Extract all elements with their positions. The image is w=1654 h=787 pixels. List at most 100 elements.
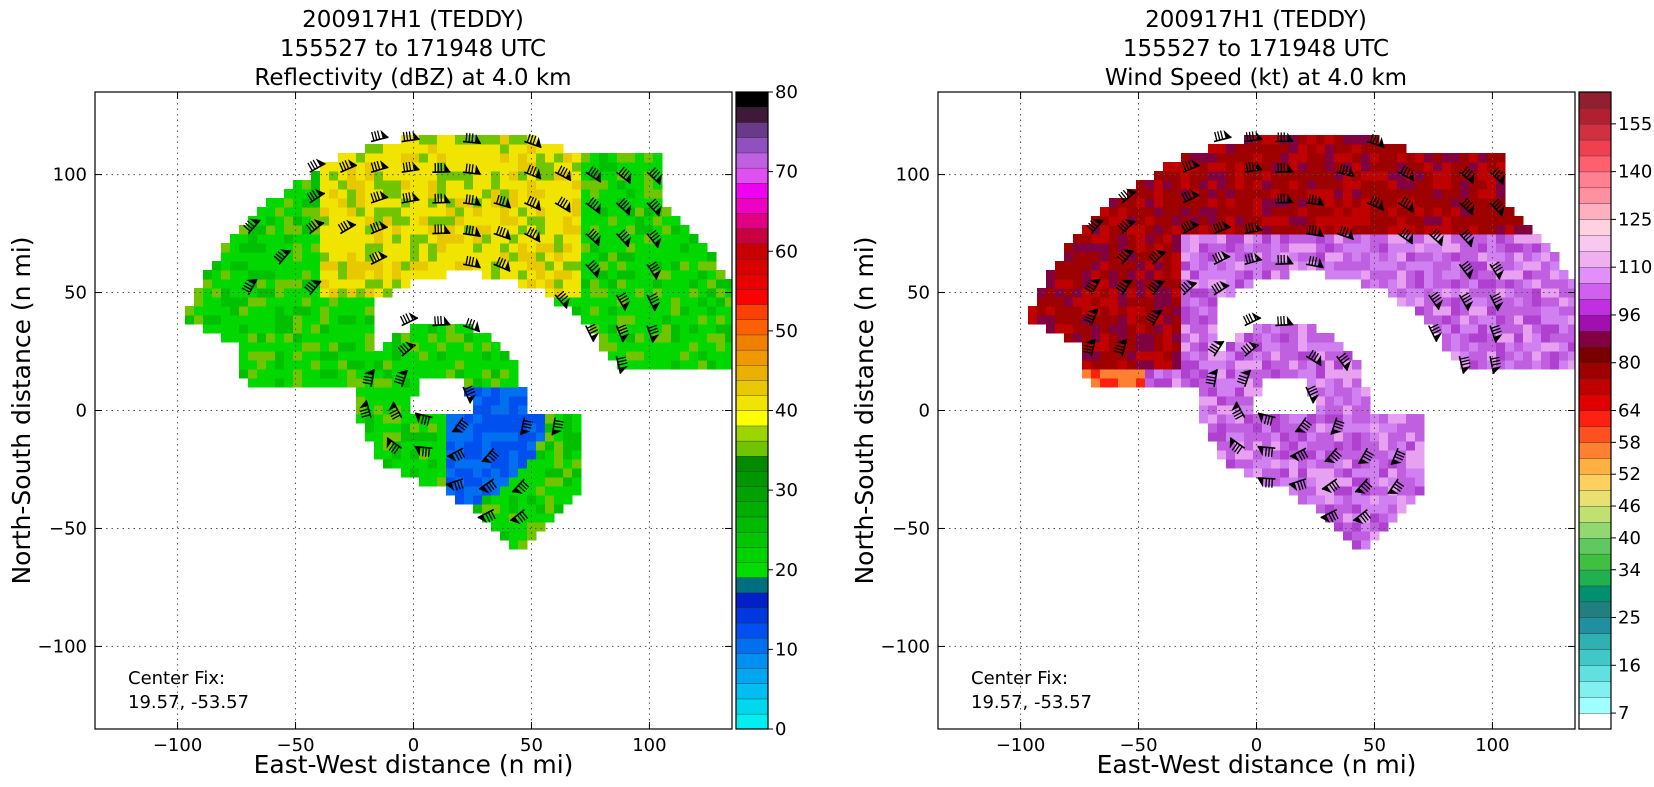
radar-cell	[1271, 423, 1281, 433]
radar-cell	[1397, 441, 1407, 451]
radar-cell	[1244, 450, 1254, 460]
radar-cell	[563, 432, 573, 442]
radar-cell	[266, 369, 276, 379]
radar-cell	[464, 153, 474, 163]
radar-cell	[392, 189, 402, 199]
radar-cell	[518, 144, 528, 154]
radar-cell	[446, 243, 456, 253]
radar-cell	[635, 198, 645, 208]
radar-cell	[1451, 279, 1461, 289]
colorbar-bin	[735, 577, 769, 593]
radar-cell	[374, 387, 384, 397]
radar-cell	[473, 441, 483, 451]
radar-cell	[482, 387, 492, 397]
radar-cell	[1442, 207, 1452, 217]
radar-cell	[563, 459, 573, 469]
radar-cell	[302, 342, 312, 352]
radar-cell	[1145, 180, 1155, 190]
radar-cell	[1316, 387, 1326, 397]
radar-cell	[1325, 198, 1335, 208]
radar-cell	[563, 288, 573, 298]
radar-cell	[392, 414, 402, 424]
radar-cell	[617, 288, 627, 298]
colorbar-bin	[735, 137, 769, 154]
radar-cell	[230, 333, 240, 343]
radar-cell	[1334, 504, 1344, 514]
radar-cell	[464, 333, 474, 343]
radar-cell	[1172, 279, 1182, 289]
wind-barb	[493, 256, 511, 272]
radar-cell	[401, 414, 411, 424]
radar-cell	[1361, 522, 1371, 532]
radar-cell	[527, 234, 537, 244]
radar-cell	[365, 189, 375, 199]
radar-cell	[1478, 270, 1488, 280]
radar-cell	[1451, 315, 1461, 325]
radar-cell	[1352, 144, 1362, 154]
radar-cell	[428, 252, 438, 262]
radar-cell	[293, 378, 303, 388]
radar-cell	[1505, 342, 1515, 352]
radar-cell	[329, 171, 339, 181]
radar-cell	[401, 234, 411, 244]
radar-cell	[1460, 180, 1470, 190]
y-tick-label: 50	[64, 283, 87, 304]
radar-cell	[1271, 162, 1281, 172]
radar-cell	[1424, 234, 1434, 244]
radar-cell	[302, 315, 312, 325]
radar-cell	[446, 342, 456, 352]
radar-cell	[716, 297, 726, 307]
radar-cell	[536, 243, 546, 253]
radar-cell	[275, 288, 285, 298]
radar-cell	[1163, 369, 1173, 379]
radar-cell	[1190, 342, 1200, 352]
radar-cell	[1343, 468, 1353, 478]
radar-cell	[653, 216, 663, 226]
radar-cell	[1379, 468, 1389, 478]
radar-cell	[1253, 387, 1263, 397]
radar-cell	[1127, 324, 1137, 334]
radar-cell	[1208, 423, 1218, 433]
radar-cell	[365, 279, 375, 289]
radar-cell	[1253, 432, 1263, 442]
radar-cell	[1478, 342, 1488, 352]
radar-cell	[1118, 360, 1128, 370]
radar-cell	[1190, 315, 1200, 325]
radar-cell	[1199, 225, 1209, 235]
radar-cell	[347, 216, 357, 226]
radar-cell	[482, 351, 492, 361]
wind-barb	[1146, 309, 1163, 326]
radar-cell	[446, 477, 456, 487]
radar-cell	[635, 216, 645, 226]
radar-cell	[1253, 324, 1263, 334]
radar-cell	[293, 216, 303, 226]
radar-cell	[1487, 252, 1497, 262]
colorbar-bin	[735, 486, 769, 503]
radar-cell	[1325, 189, 1335, 199]
radar-cell	[338, 171, 348, 181]
radar-cell	[1145, 351, 1155, 361]
radar-cell	[1145, 225, 1155, 235]
radar-cell	[1262, 171, 1272, 181]
radar-cell	[635, 360, 645, 370]
radar-cell	[275, 234, 285, 244]
radar-cell	[464, 189, 474, 199]
colorbar-bin	[735, 592, 769, 609]
radar-cell	[1532, 333, 1542, 343]
radar-cell	[527, 216, 537, 226]
radar-cell	[1316, 243, 1326, 253]
radar-cell	[1379, 486, 1389, 496]
radar-cell	[1496, 351, 1506, 361]
radar-cell	[554, 234, 564, 244]
radar-cell	[653, 180, 663, 190]
radar-cell	[1559, 288, 1569, 298]
radar-cell	[608, 198, 618, 208]
radar-cell	[356, 279, 366, 289]
radar-cell	[374, 261, 384, 271]
radar-cell	[671, 252, 681, 262]
radar-cell	[257, 252, 267, 262]
radar-cell	[383, 369, 393, 379]
radar-cell	[473, 171, 483, 181]
radar-cell	[1541, 315, 1551, 325]
radar-cell	[1073, 270, 1083, 280]
